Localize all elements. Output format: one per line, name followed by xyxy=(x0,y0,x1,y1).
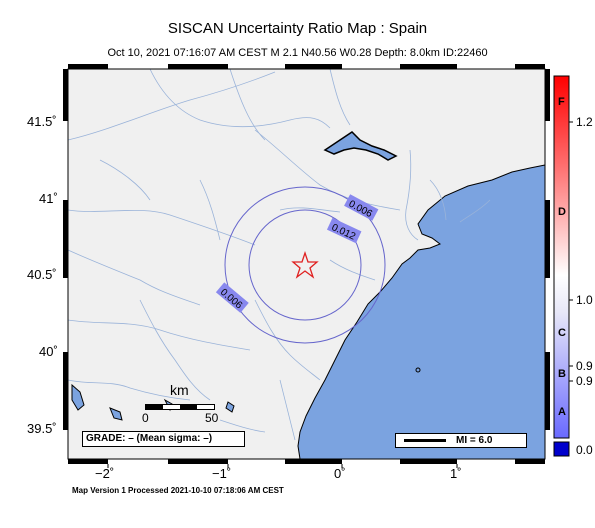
scale-unit: km xyxy=(170,382,189,398)
coast-detail xyxy=(323,131,398,161)
colorbar-letter-f: F xyxy=(558,96,565,108)
contour-outer xyxy=(224,186,386,344)
colorbar-zero-swatch xyxy=(553,441,570,457)
colorbar-ticks xyxy=(569,121,573,382)
colorbar-value-1-2: 1.2 xyxy=(576,115,593,129)
lat-label-40: 40˚ xyxy=(39,344,58,359)
scale-bar: km 0 50 xyxy=(142,382,219,425)
lon-label-minus2: −2˚ xyxy=(95,466,115,481)
contour-inner xyxy=(248,209,362,321)
scale-tick-50: 50 xyxy=(205,411,219,425)
colorbar-value-1-0: 1.0 xyxy=(576,293,593,307)
colorbar-value-0-0: 0.0 xyxy=(576,443,593,457)
colorbar-value-0-9a: 0.9 xyxy=(576,359,593,373)
map-frame xyxy=(63,64,550,464)
scale-tick-0: 0 xyxy=(142,411,149,425)
lon-label-1: 1˚ xyxy=(450,466,462,481)
star-icon xyxy=(291,250,319,279)
colorbar-value-0-9b: 0.9 xyxy=(576,374,593,388)
uncertainty-contours xyxy=(224,186,386,344)
mi-legend: MI = 6.0 xyxy=(395,433,527,448)
mi-label: MI = 6.0 xyxy=(456,435,493,446)
colorbar-letter-b: B xyxy=(558,368,566,380)
mi-line xyxy=(404,439,446,442)
colorbar-letter-d: D xyxy=(558,206,566,218)
colorbar-letter-a: A xyxy=(558,406,566,418)
lon-label-minus1: −1˚ xyxy=(212,466,232,481)
lat-label-39-5: 39.5˚ xyxy=(27,421,57,436)
lat-label-41-5: 41.5˚ xyxy=(27,114,57,129)
lat-label-41: 41˚ xyxy=(39,191,58,206)
map-subtitle: Oct 10, 2021 07:16:07 AM CEST M 2.1 N40.… xyxy=(107,47,488,59)
map-title: SISCAN Uncertainty Ratio Map : Spain xyxy=(167,20,428,37)
scale-bar-graphic xyxy=(145,404,215,410)
lat-label-40-5: 40.5˚ xyxy=(27,267,57,282)
footer-text: Map Version 1 Processed 2021-10-10 07:18… xyxy=(72,486,284,495)
sea-area xyxy=(297,164,546,460)
axis-ticks xyxy=(107,464,458,468)
colorbar-letter-c: C xyxy=(558,327,566,339)
rivers xyxy=(67,68,491,441)
colorbar xyxy=(553,75,570,439)
lon-label-0: 0˚ xyxy=(334,466,346,481)
grade-box: GRADE: – (Mean sigma: –) xyxy=(82,431,245,447)
